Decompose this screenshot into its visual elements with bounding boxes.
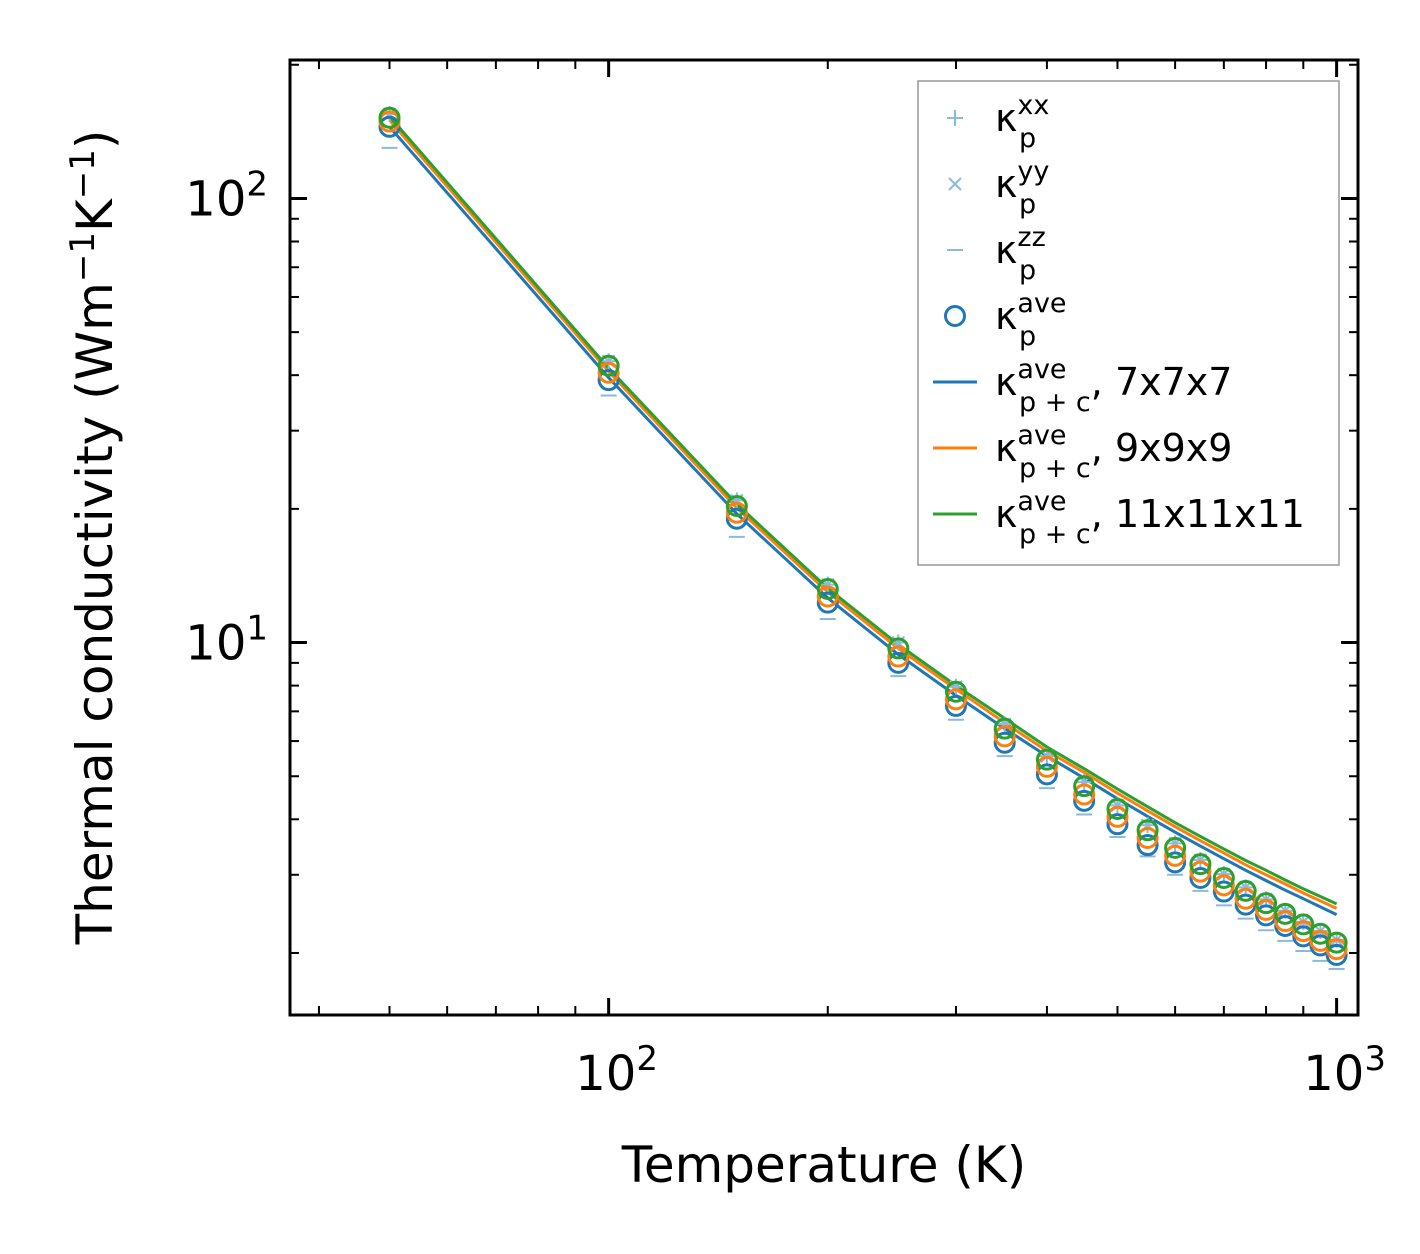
x-axis-title: Temperature (K): [621, 1136, 1026, 1194]
data-point: [597, 354, 620, 377]
data-point: [1073, 783, 1096, 806]
data-point: [1274, 902, 1297, 925]
legend-entry: κave p + c, 9x9x9: [933, 420, 1232, 484]
x-tick-label: 103: [1303, 1039, 1386, 1102]
y-tick-label: 102: [185, 164, 268, 227]
data-point: [944, 680, 967, 703]
data-point: [725, 507, 748, 530]
legend-label: κyy p: [995, 156, 1049, 220]
data-point: [1189, 867, 1212, 890]
data-point: [597, 369, 620, 392]
data-point: [887, 637, 910, 660]
data-point: [1255, 892, 1278, 915]
data-point: [1164, 851, 1187, 874]
data-point: [1106, 805, 1129, 828]
data-point: [1106, 813, 1129, 836]
plot-frame: [288, 58, 1360, 1017]
data-point: [1035, 763, 1058, 786]
data-point: [1073, 789, 1096, 812]
legend-entry: κzz p: [947, 222, 1046, 286]
legend-marker-swatch: [944, 305, 966, 327]
data-point: [944, 694, 967, 717]
marker-series-layer: [378, 105, 1348, 971]
data-point: [816, 591, 839, 614]
data-point: [816, 578, 839, 601]
data-point: [1234, 879, 1257, 902]
data-point: [1234, 893, 1257, 916]
data-point: [378, 106, 401, 129]
data-point: [1136, 834, 1159, 857]
y-tick-label: 101: [185, 609, 268, 672]
data-point: [816, 585, 839, 608]
data-point: [1035, 755, 1058, 778]
data-point: [1309, 922, 1332, 945]
legend-label: κave p: [995, 288, 1067, 352]
data-point: [1212, 867, 1235, 890]
data-point: [993, 731, 1016, 754]
tick-labels: 102 103 101 102: [185, 164, 1386, 1102]
data-point: [1292, 913, 1315, 936]
data-point: [1136, 819, 1159, 842]
data-point: [1136, 827, 1159, 850]
legend-label: κave p + c, 11x11x11: [995, 486, 1305, 550]
data-point: [1035, 748, 1058, 771]
x-tick-label: 102: [575, 1039, 658, 1102]
data-point: [725, 494, 748, 517]
legend-label: κave p + c, 7x7x7: [995, 354, 1232, 418]
data-point: [1073, 775, 1096, 798]
data-point: [1106, 797, 1129, 820]
data-point: [1234, 887, 1257, 910]
data-point: [1164, 844, 1187, 867]
data-point: [725, 501, 748, 524]
y-axis-title: Thermal conductivity (Wm−1K−1): [63, 130, 124, 946]
line-series-11x11x11: [388, 115, 1338, 906]
legend-entry: κave p + c, 7x7x7: [933, 354, 1232, 418]
legend-entry: κave p: [944, 288, 1067, 352]
legend-label: κxx p: [995, 90, 1049, 154]
legend-marker-swatch: [948, 177, 962, 191]
data-point: [1212, 874, 1235, 897]
data-point: [1325, 938, 1348, 961]
data-point: [993, 725, 1016, 748]
data-point: [993, 717, 1016, 740]
legend-entry: κxx p: [947, 90, 1049, 154]
legend-marker-swatch: [947, 110, 963, 126]
data-point: [1325, 931, 1348, 954]
data-point: [1212, 880, 1235, 903]
data-point: [1189, 860, 1212, 883]
legend-label: κzz p: [995, 222, 1046, 286]
line-series-layer: [388, 115, 1338, 916]
line-series-9x9x9: [388, 119, 1338, 910]
legend-label: κave p + c, 9x9x9: [995, 420, 1232, 484]
line-series-7x7x7: [388, 125, 1338, 916]
legend-entry: κave p + c, 11x11x11: [933, 486, 1305, 550]
data-point: [944, 688, 967, 711]
legend-frame: [917, 80, 1340, 566]
legend-entry: κyy p: [948, 156, 1049, 220]
data-point: [1189, 853, 1212, 876]
data-point: [1164, 836, 1187, 859]
data-point: [887, 645, 910, 668]
plot-area: [378, 105, 1348, 971]
data-point: [1325, 943, 1348, 966]
data-point: [597, 361, 620, 384]
data-point: [887, 651, 910, 674]
